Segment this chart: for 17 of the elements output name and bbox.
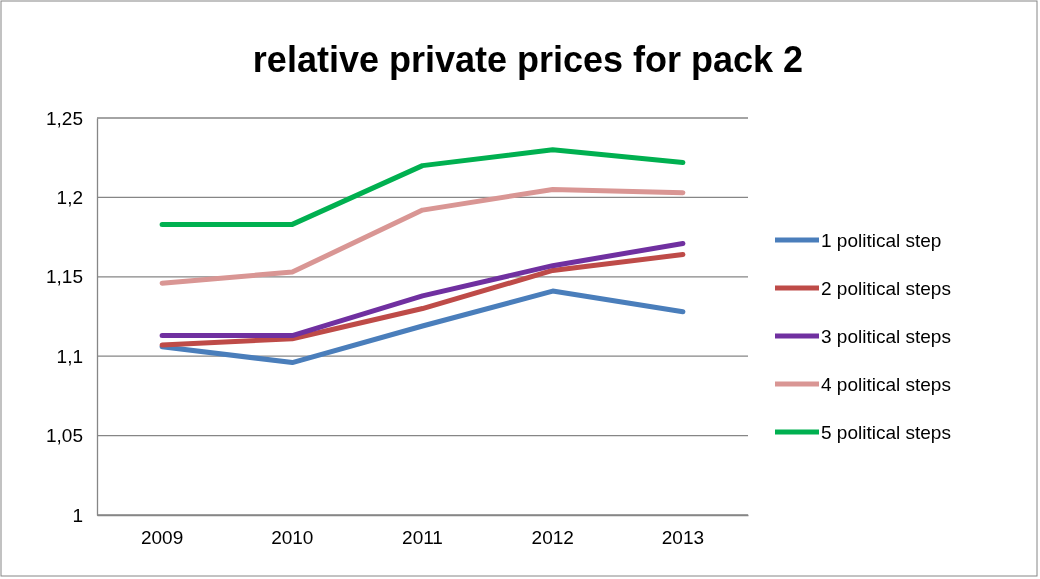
x-tick-label: 2012 [531,527,574,549]
x-tick-label: 2010 [271,527,314,549]
x-tick-label: 2011 [402,527,443,549]
y-tick-label: 1,15 [46,266,83,288]
x-tick-label: 2009 [140,527,184,549]
y-tick-label: 1,25 [46,107,83,129]
legend-label: 1 political step [821,230,942,251]
legend-label: 4 political steps [821,374,951,395]
y-tick-label: 1,2 [56,186,83,208]
y-tick-label: 1,05 [46,425,83,447]
legend-label: 2 political steps [821,278,951,299]
y-tick-label: 1 [72,504,83,526]
legend-label: 5 political steps [821,422,951,443]
y-tick-label: 1,1 [56,345,83,367]
x-tick-label: 2013 [661,527,705,549]
chart-title: relative private prices for pack 2 [252,39,804,80]
legend-label: 3 political steps [821,326,951,347]
